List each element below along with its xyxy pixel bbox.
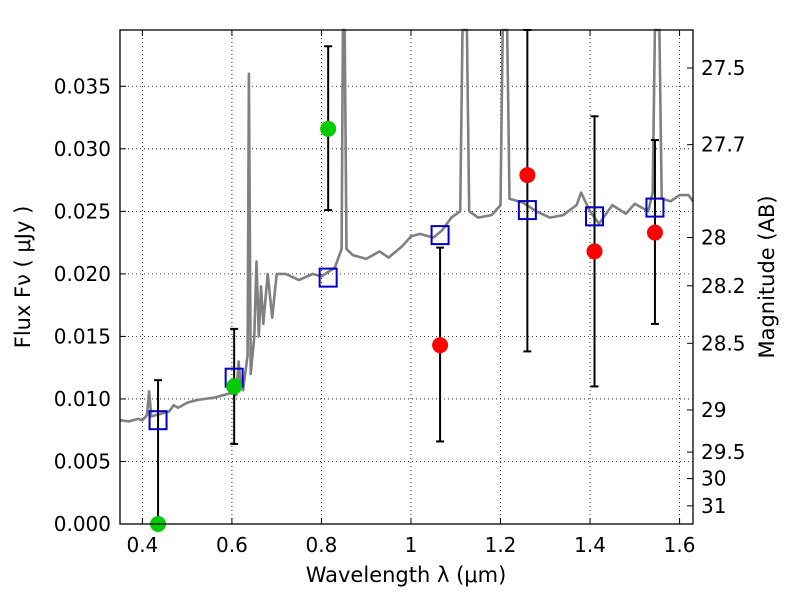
right-tick-label: 28 — [701, 225, 726, 249]
model-spectrum-line — [119, 28, 695, 423]
right-tick-label: 28.2 — [701, 274, 746, 298]
right-tick-label: 27.5 — [701, 56, 746, 80]
right-axis-label: Magnitude (AB) — [755, 195, 779, 358]
x-tick-label: 0.4 — [126, 533, 158, 557]
model-photometry-square — [318, 267, 338, 288]
y-tick-labels: 0.000 0.005 0.010 0.015 0.020 0.025 0.030 0.035 — [54, 74, 111, 536]
model-photometry-square — [148, 410, 168, 431]
right-tick-labels: 27.5 27.7 28 28.2 28.5 29 29.5 30 31 — [701, 56, 746, 518]
x-tick-labels: 0.4 0.6 0.8 1 1.2 1.4 1.6 — [126, 533, 695, 557]
data-markers — [148, 120, 665, 532]
y-axis-label: Flux Fν ( μJy ) — [11, 206, 35, 349]
x-tick-label: 1 — [405, 533, 418, 557]
y-tick-label: 0.000 — [54, 512, 111, 536]
right-tick-label: 27.7 — [701, 133, 746, 157]
red-data-point — [586, 243, 603, 260]
right-tick-label: 29 — [701, 398, 726, 422]
red-data-point — [646, 224, 663, 241]
y-tick-label: 0.035 — [54, 74, 111, 98]
right-tick-label: 28.5 — [701, 331, 746, 355]
x-tick-label: 0.6 — [216, 533, 248, 557]
right-tick-label: 29.5 — [701, 440, 746, 464]
x-tick-label: 1.4 — [574, 533, 606, 557]
y-tick-label: 0.015 — [54, 324, 111, 348]
y-tick-label: 0.025 — [54, 199, 111, 223]
y-tick-label: 0.010 — [54, 387, 111, 411]
x-tick-label: 0.8 — [306, 533, 338, 557]
y-tick-label: 0.030 — [54, 137, 111, 161]
plot-frame-fill — [120, 30, 693, 524]
model-photometry-square — [517, 200, 537, 221]
model-photometry-square — [585, 206, 605, 227]
y-tick-label: 0.005 — [54, 449, 111, 473]
y-tick-label: 0.020 — [54, 262, 111, 286]
right-tick-label: 30 — [701, 467, 726, 491]
red-data-point — [519, 167, 536, 184]
model-photometry-square — [430, 225, 450, 246]
model-photometry-square — [645, 197, 665, 218]
ticks — [120, 30, 693, 525]
model-spectrum — [119, 28, 695, 423]
x-tick-label: 1.2 — [485, 533, 517, 557]
x-tick-label: 1.6 — [664, 533, 696, 557]
x-axis-label: Wavelength λ (μm) — [306, 563, 507, 587]
plot-frame — [119, 29, 694, 525]
green-data-point — [226, 378, 243, 395]
green-data-point — [320, 120, 337, 137]
red-data-point — [432, 337, 449, 354]
right-tick-label: 31 — [701, 494, 726, 518]
